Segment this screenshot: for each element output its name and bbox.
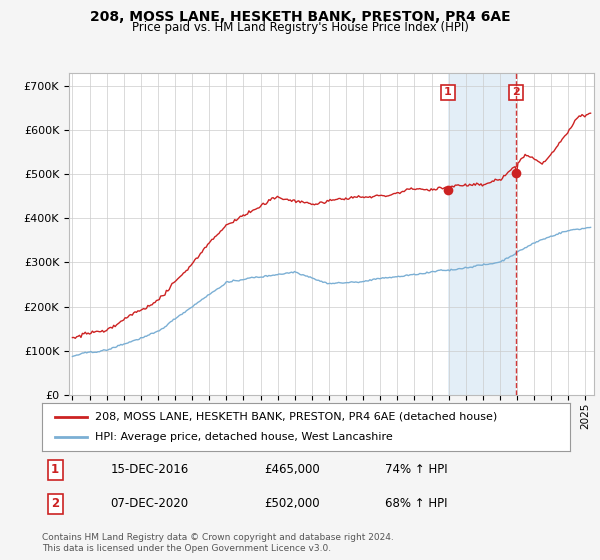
Text: 1: 1 xyxy=(444,87,452,97)
Text: 07-DEC-2020: 07-DEC-2020 xyxy=(110,497,189,510)
Text: Contains HM Land Registry data © Crown copyright and database right 2024.
This d: Contains HM Land Registry data © Crown c… xyxy=(42,533,394,553)
Text: 15-DEC-2016: 15-DEC-2016 xyxy=(110,463,189,476)
Text: 68% ↑ HPI: 68% ↑ HPI xyxy=(385,497,448,510)
Text: 74% ↑ HPI: 74% ↑ HPI xyxy=(385,463,448,476)
Text: 2: 2 xyxy=(51,497,59,510)
Text: 2: 2 xyxy=(512,87,520,97)
Text: £502,000: £502,000 xyxy=(264,497,319,510)
Text: £465,000: £465,000 xyxy=(264,463,320,476)
Text: 208, MOSS LANE, HESKETH BANK, PRESTON, PR4 6AE: 208, MOSS LANE, HESKETH BANK, PRESTON, P… xyxy=(89,10,511,24)
Text: 1: 1 xyxy=(51,463,59,476)
Text: 208, MOSS LANE, HESKETH BANK, PRESTON, PR4 6AE (detached house): 208, MOSS LANE, HESKETH BANK, PRESTON, P… xyxy=(95,412,497,422)
Text: HPI: Average price, detached house, West Lancashire: HPI: Average price, detached house, West… xyxy=(95,432,392,442)
Text: Price paid vs. HM Land Registry's House Price Index (HPI): Price paid vs. HM Land Registry's House … xyxy=(131,21,469,34)
Bar xyxy=(448,73,516,395)
